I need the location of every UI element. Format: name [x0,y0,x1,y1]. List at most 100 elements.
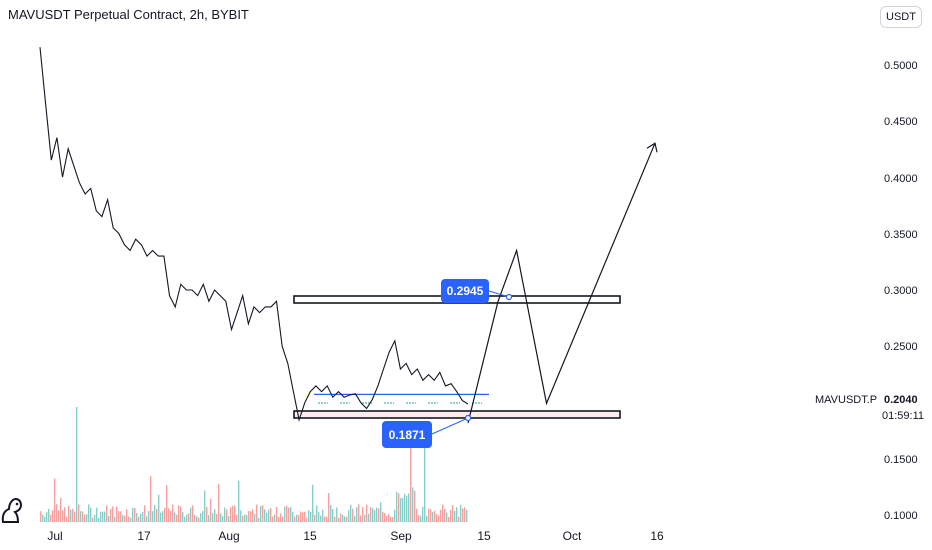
volume-bar [244,514,246,522]
volume-bar [310,511,312,522]
x-tick-label: 15 [477,529,491,543]
volume-bar [184,516,186,522]
volume-bar [354,516,356,522]
callout-anchor [505,293,513,301]
volume-bar [252,509,254,522]
volume-bar [66,516,68,522]
volume-bar [78,504,80,522]
volume-bar [242,515,244,522]
volume-bar [298,515,300,522]
volume-bar [314,514,316,522]
price-tag-symbol: MAVUSDT.P [815,394,878,406]
volume-bar [228,516,230,522]
callout-anchor [464,414,472,422]
currency-button[interactable]: USDT [880,6,922,28]
volume-bar [226,509,228,522]
volume-bar [140,513,142,522]
volume-bar [182,512,184,522]
volume-bar [278,516,280,522]
volume-bar [166,485,168,522]
title-separator: , [204,7,212,22]
volume-bar [84,514,86,522]
volume-bar [248,511,250,522]
volume-bar [332,509,334,522]
volume-bar [262,505,264,522]
volume-bar [370,507,372,522]
volume-bar [40,511,42,522]
volume-bar [100,511,102,522]
tradingview-logo-icon[interactable] [0,493,26,523]
callout-lower[interactable]: 0.1871 [382,421,432,448]
volume-bar [348,510,350,522]
volume-bar [340,513,342,522]
volume-bar [80,511,82,522]
volume-bar [464,507,466,522]
volume-bar [368,513,370,522]
volume-bar [132,507,134,522]
x-tick-label: Sep [390,529,412,543]
volume-bars [40,407,468,522]
volume-bar [402,497,404,522]
y-tick-label: 0.4500 [884,116,918,128]
volume-bar [318,512,320,522]
volume-bar [186,514,188,522]
chart-title: MAVUSDT Perpetual Contract, 2h, BYBIT [8,7,249,22]
volume-bar [68,505,70,522]
volume-bar [122,514,124,522]
volume-bar [136,512,138,522]
x-tick-label: 15 [303,529,317,543]
volume-bar [52,510,54,522]
volume-bar [256,504,258,522]
volume-bar [254,513,256,522]
volume-bar [326,516,328,522]
y-tick-label: 0.3000 [884,285,918,297]
volume-bar [412,487,414,522]
volume-bar [56,504,58,522]
volume-bar [86,514,88,522]
volume-bar [302,512,304,522]
volume-bar [338,517,340,522]
volume-bar [216,514,218,522]
volume-bar [144,505,146,522]
callout-connector [488,290,510,298]
volume-bar [398,493,400,522]
volume-bar [414,490,416,522]
volume-bar [92,517,94,522]
volume-bar [390,516,392,522]
volume-bar [168,508,170,522]
volume-bar [300,511,302,522]
volume-bar [296,514,298,522]
volume-bar [312,484,314,522]
exchange: BYBIT [211,7,249,22]
volume-bar [160,512,162,522]
y-tick-label: 0.3500 [884,229,918,241]
volume-bar [266,512,268,522]
x-tick-label: 16 [650,529,664,543]
volume-bar [44,516,46,522]
volume-bar [432,511,434,522]
volume-bar [408,493,410,522]
volume-bar [162,510,164,522]
volume-bar [224,507,226,522]
volume-bar [154,505,156,522]
volume-bar [126,509,128,522]
volume-bar [366,504,368,522]
volume-bar [306,517,308,522]
volume-bar [114,516,116,522]
volume-bar [438,515,440,522]
volume-bar [346,516,348,522]
volume-bar [320,515,322,522]
volume-bar [164,507,166,522]
volume-bar [190,507,192,522]
volume-bar [360,515,362,522]
callout-upper[interactable]: 0.2945 [441,279,489,303]
volume-bar [198,517,200,522]
volume-bar [364,514,366,522]
projection-path [467,142,656,424]
volume-bar [388,514,390,522]
volume-bar [82,511,84,522]
volume-bar [236,514,238,522]
volume-bar [240,510,242,522]
volume-bar [62,510,64,522]
